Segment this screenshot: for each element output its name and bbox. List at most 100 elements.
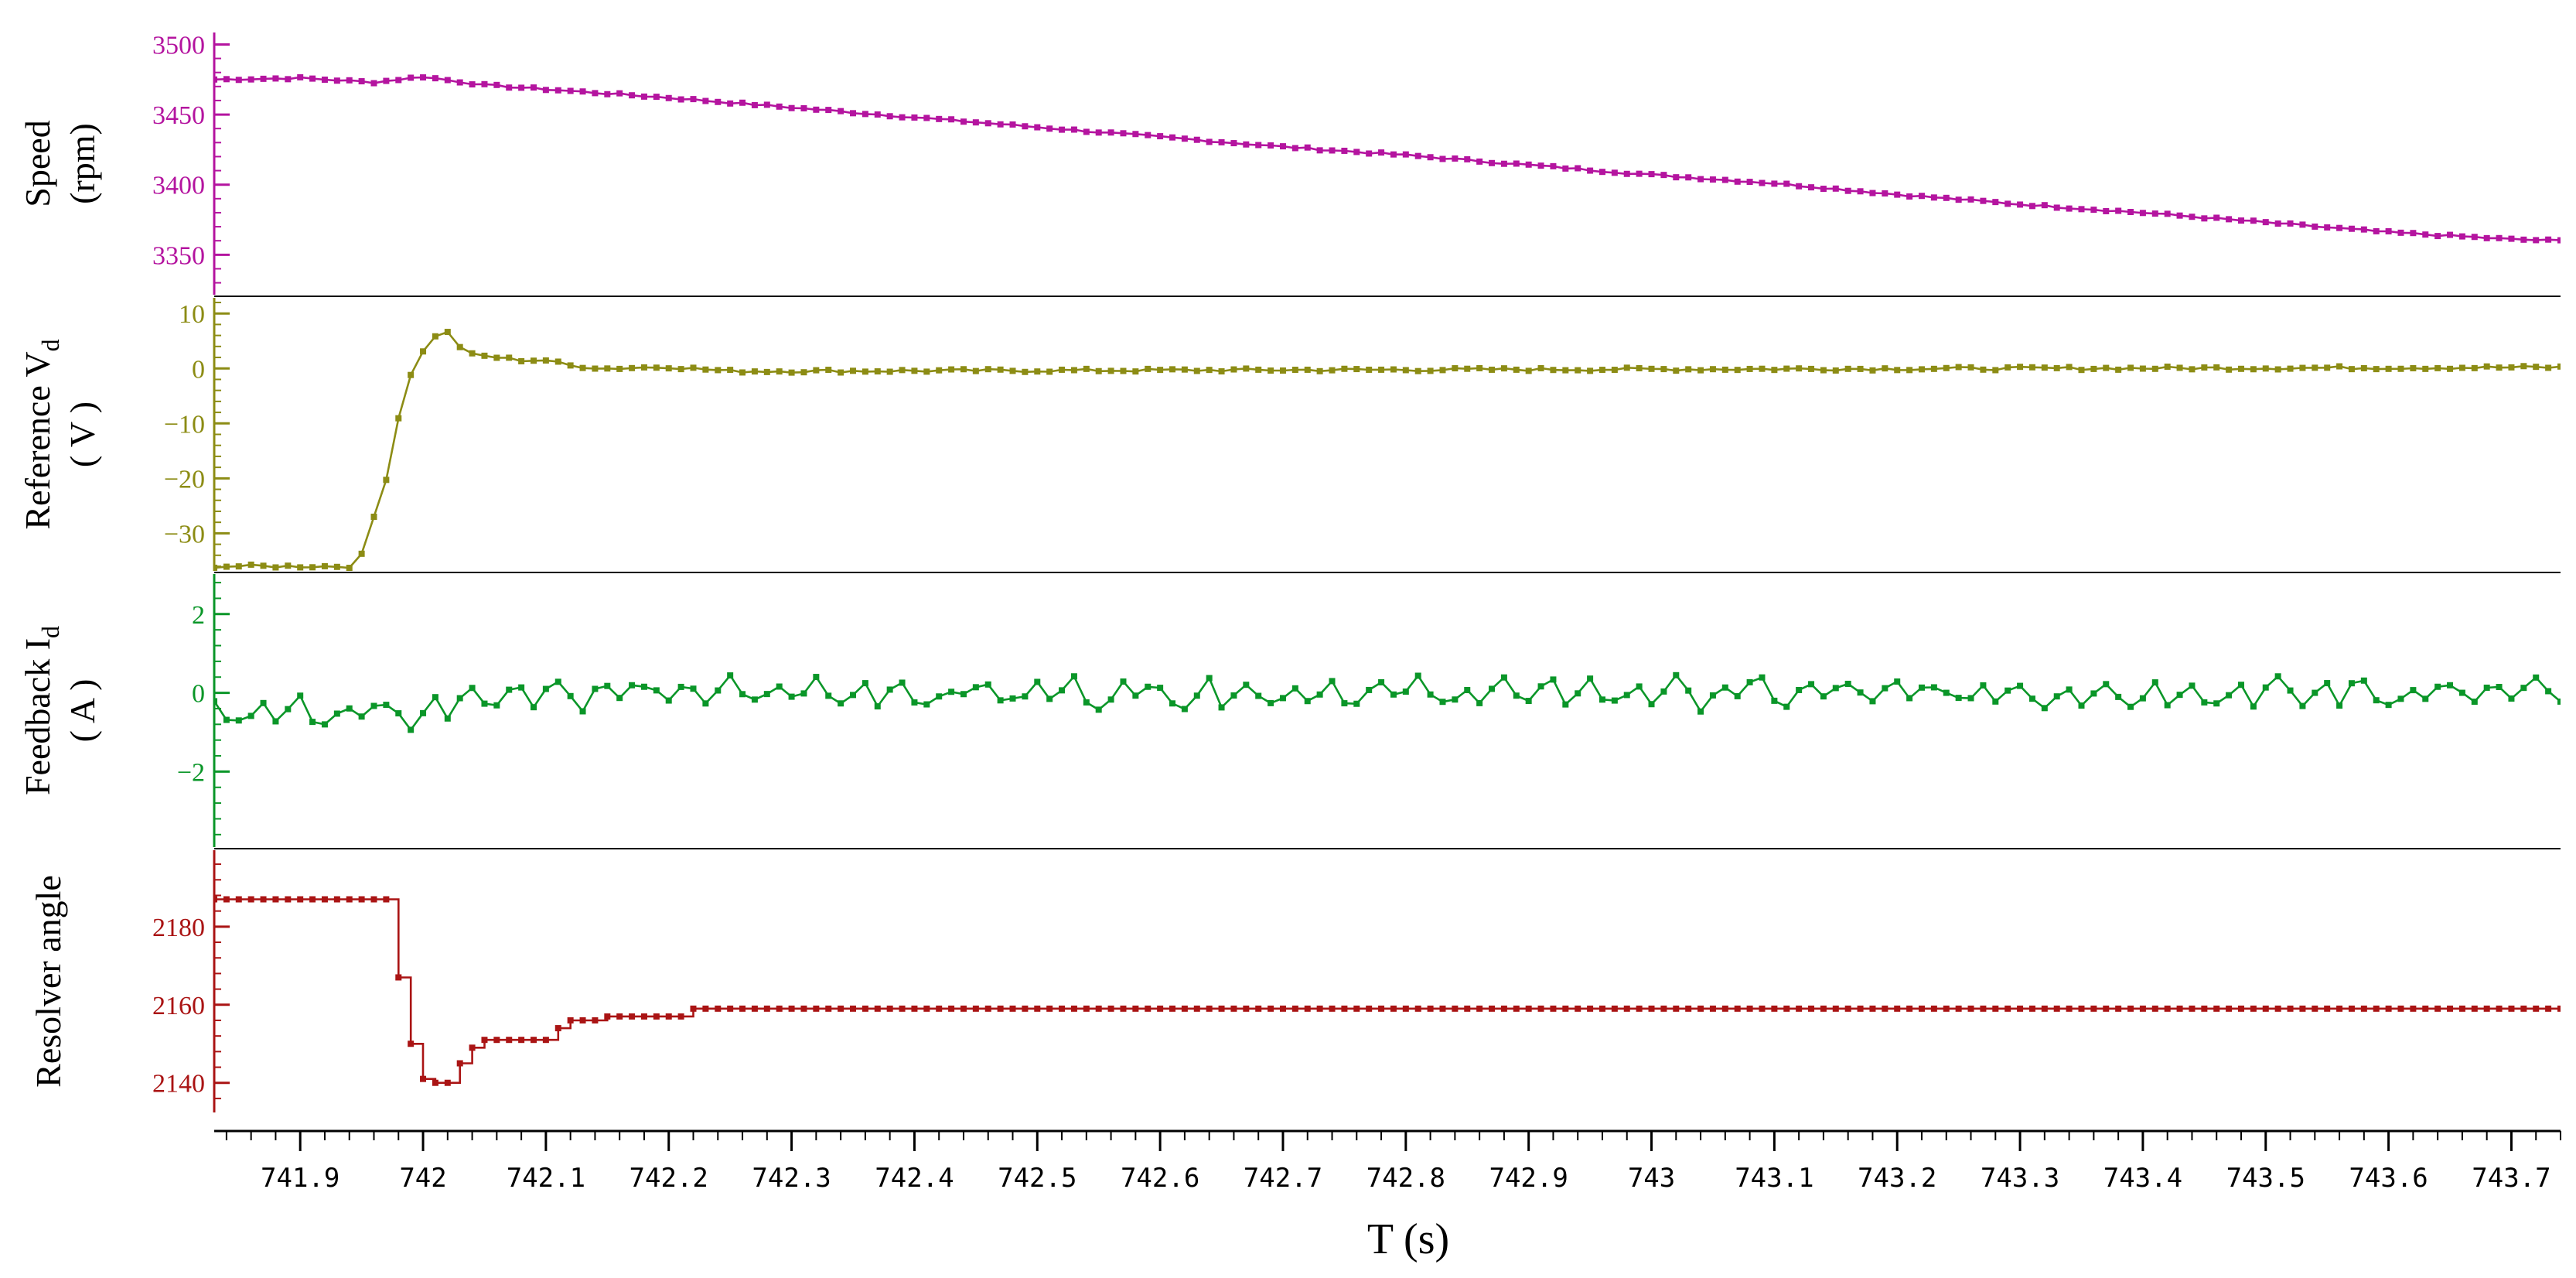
x-axis-label: T (s) [1367, 1215, 1449, 1263]
data-point [506, 84, 513, 91]
data-point [665, 1013, 672, 1020]
data-point [1132, 131, 1139, 138]
data-point [481, 352, 488, 359]
data-point [2496, 234, 2503, 241]
y-tick-label: −20 [164, 465, 205, 494]
y-label-line-2: ( V ) [63, 402, 102, 467]
data-point [2053, 364, 2060, 371]
data-point [1464, 155, 1471, 162]
data-point [2139, 365, 2146, 372]
data-point [1132, 368, 1139, 375]
data-point [1034, 678, 1041, 685]
data-point [1673, 671, 1680, 678]
data-point [1268, 142, 1274, 149]
data-point [272, 718, 279, 725]
data-point [1771, 697, 1778, 704]
data-point [1636, 170, 1643, 177]
data-point [923, 368, 930, 375]
data-point [1550, 1005, 1557, 1012]
data-point [1771, 180, 1778, 187]
y-label-subscript: d [36, 626, 64, 638]
data-point [1452, 365, 1459, 372]
data-point [1955, 695, 1962, 702]
data-point [653, 94, 660, 101]
data-point [1132, 692, 1139, 699]
data-point [2262, 219, 2269, 226]
data-point [715, 367, 722, 374]
data-point [1587, 675, 1594, 682]
data-point [2262, 684, 2269, 691]
data-point [214, 76, 217, 83]
data-point [1145, 683, 1152, 690]
data-point [2360, 226, 2367, 233]
data-point [1390, 151, 1397, 158]
data-point [2312, 364, 2318, 371]
data-point [2471, 1005, 2478, 1012]
data-point [2053, 693, 2060, 700]
panel-speed: 3350 3400 3450 3500 Speed (rpm) [18, 31, 2561, 297]
data-point [247, 896, 254, 903]
data-point [825, 367, 832, 374]
data-point [1882, 365, 1888, 372]
data-point [2287, 1005, 2294, 1012]
data-point [1709, 692, 1716, 699]
y-tick-label: 2160 [152, 992, 205, 1020]
data-point [1157, 367, 1164, 374]
x-tick-label: 742.1 [507, 1163, 585, 1194]
series-vd [214, 329, 2561, 572]
data-point [2434, 233, 2441, 240]
data-point [1759, 1005, 1766, 1012]
y-tick-label: 3400 [152, 172, 205, 200]
data-point [1279, 695, 1286, 702]
data-point [2410, 687, 2417, 694]
data-point [1709, 1005, 1716, 1012]
data-point [739, 369, 746, 376]
data-point [1022, 693, 1029, 700]
data-point [2090, 365, 2097, 372]
data-point [1157, 133, 1164, 140]
data-point [2471, 699, 2478, 706]
data-point [1206, 1005, 1213, 1012]
data-point [1992, 698, 1999, 705]
data-point [2005, 200, 2011, 207]
data-point [420, 709, 427, 716]
data-point [1980, 366, 1987, 373]
data-point [554, 678, 561, 685]
data-point [1464, 365, 1471, 372]
data-point [948, 116, 955, 123]
data-point [604, 365, 611, 372]
data-point [2139, 1005, 2146, 1012]
data-point [1022, 368, 1029, 375]
data-point [432, 694, 438, 701]
data-point [838, 108, 844, 114]
data-point [2115, 207, 2122, 214]
data-point [2274, 1005, 2281, 1012]
data-point [1169, 366, 1176, 373]
data-point [1316, 367, 1323, 374]
data-point [1808, 365, 1815, 372]
data-point [2287, 365, 2294, 372]
data-point [1255, 366, 1262, 373]
data-point [2103, 364, 2110, 371]
data-point [1992, 199, 1999, 206]
data-point [2041, 705, 2048, 712]
data-point [1537, 683, 1544, 690]
data-point [309, 719, 316, 726]
x-tick-label: 742.5 [998, 1163, 1076, 1194]
data-point [604, 91, 611, 97]
data-point [2201, 364, 2208, 371]
data-point [370, 514, 377, 521]
data-point [2028, 203, 2035, 210]
data-point [2324, 364, 2331, 371]
data-point [2312, 1005, 2318, 1012]
data-point [1734, 692, 1741, 699]
data-point [2483, 1005, 2490, 1012]
data-point [862, 111, 868, 118]
data-point [616, 1013, 623, 1020]
data-point [260, 75, 267, 82]
data-point [1709, 176, 1716, 183]
data-point [383, 77, 390, 84]
data-point [1820, 693, 1827, 700]
data-point [1145, 1005, 1152, 1012]
data-point [2447, 1005, 2454, 1012]
